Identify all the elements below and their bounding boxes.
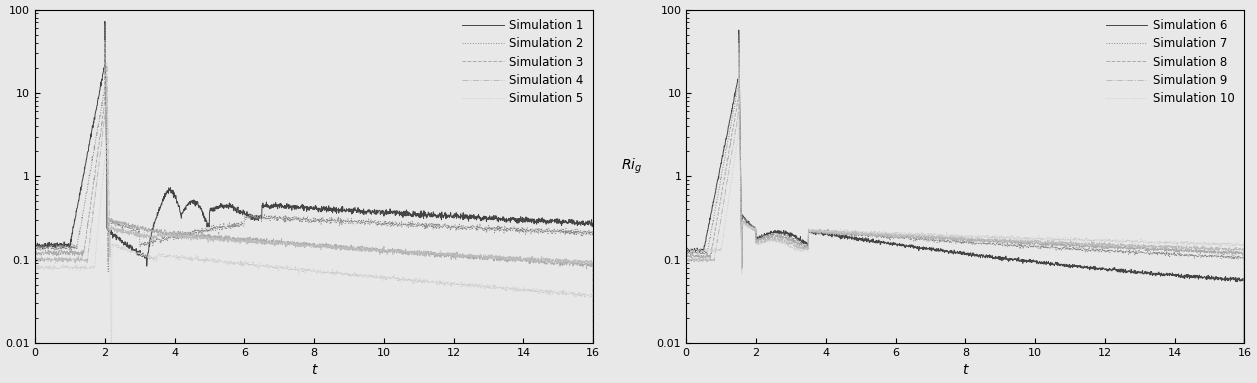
- Simulation 2: [571, 230, 586, 235]
- Simulation 2: [586, 231, 601, 235]
- Simulation 7: [732, 33, 747, 38]
- Legend: Simulation 6, Simulation 7, Simulation 8, Simulation 9, Simulation 10: Simulation 6, Simulation 7, Simulation 8…: [1102, 15, 1238, 109]
- Simulation 4: [57, 256, 72, 261]
- Simulation 9: [1221, 247, 1236, 252]
- Simulation 5: [28, 266, 43, 271]
- Line: Simulation 3: Simulation 3: [35, 41, 593, 383]
- Simulation 2: [299, 219, 314, 224]
- Simulation 3: [28, 250, 43, 254]
- Simulation 2: [285, 218, 300, 222]
- Simulation 7: [1119, 249, 1134, 254]
- Y-axis label: $Ri_{g}$: $Ri_{g}$: [621, 157, 642, 176]
- Simulation 3: [299, 243, 314, 248]
- Simulation 10: [732, 64, 747, 69]
- Simulation 6: [732, 28, 747, 32]
- Simulation 2: [101, 269, 116, 274]
- Simulation 4: [284, 239, 299, 244]
- Line: Simulation 2: Simulation 2: [35, 25, 593, 272]
- Simulation 10: [1221, 241, 1236, 246]
- Simulation 5: [299, 270, 314, 274]
- Simulation 10: [1119, 240, 1134, 245]
- Simulation 8: [732, 41, 747, 46]
- Simulation 9: [950, 236, 965, 241]
- Simulation 1: [569, 223, 585, 228]
- Simulation 10: [1221, 242, 1236, 246]
- Simulation 1: [299, 207, 314, 212]
- Simulation 8: [679, 253, 694, 257]
- Line: Simulation 4: Simulation 4: [35, 64, 593, 383]
- Simulation 1: [140, 264, 155, 268]
- X-axis label: t: t: [312, 363, 317, 377]
- Simulation 7: [950, 239, 965, 244]
- Simulation 3: [57, 251, 72, 256]
- Simulation 3: [284, 241, 299, 245]
- Simulation 5: [468, 282, 483, 286]
- Simulation 3: [468, 254, 483, 259]
- Simulation 2: [57, 244, 72, 248]
- Simulation 6: [950, 251, 965, 255]
- Simulation 7: [708, 208, 723, 213]
- Simulation 9: [1119, 244, 1134, 249]
- Simulation 6: [1221, 278, 1236, 283]
- Simulation 10: [679, 250, 694, 254]
- Simulation 8: [1221, 249, 1236, 254]
- Simulation 9: [679, 257, 694, 261]
- Legend: Simulation 1, Simulation 2, Simulation 3, Simulation 4, Simulation 5: Simulation 1, Simulation 2, Simulation 3…: [459, 15, 587, 109]
- X-axis label: t: t: [963, 363, 968, 377]
- Simulation 4: [569, 259, 585, 263]
- Simulation 7: [679, 252, 694, 257]
- Line: Simulation 9: Simulation 9: [686, 53, 1244, 383]
- Simulation 5: [99, 91, 114, 96]
- Simulation 8: [1221, 248, 1236, 253]
- Simulation 4: [99, 61, 114, 66]
- Simulation 4: [468, 254, 483, 259]
- Simulation 6: [935, 247, 950, 252]
- Simulation 2: [468, 225, 483, 229]
- Simulation 8: [950, 237, 965, 242]
- Line: Simulation 7: Simulation 7: [686, 35, 1244, 383]
- Line: Simulation 1: Simulation 1: [35, 21, 593, 266]
- Simulation 6: [708, 191, 723, 196]
- Line: Simulation 10: Simulation 10: [686, 67, 1244, 383]
- Simulation 5: [57, 264, 72, 269]
- Line: Simulation 8: Simulation 8: [686, 44, 1244, 383]
- Simulation 4: [299, 244, 314, 248]
- Line: Simulation 6: Simulation 6: [686, 30, 1244, 383]
- Simulation 9: [732, 51, 747, 55]
- Simulation 1: [57, 242, 72, 247]
- Simulation 3: [97, 38, 112, 43]
- Simulation 3: [569, 262, 585, 267]
- Simulation 4: [28, 259, 43, 264]
- Simulation 2: [28, 246, 43, 250]
- Simulation 5: [284, 266, 299, 271]
- Simulation 8: [935, 236, 950, 240]
- Simulation 9: [708, 250, 723, 255]
- Simulation 8: [1119, 246, 1134, 250]
- Simulation 10: [708, 249, 723, 254]
- Simulation 5: [569, 291, 585, 296]
- Simulation 1: [468, 214, 483, 219]
- Simulation 6: [1221, 277, 1236, 282]
- Simulation 9: [935, 235, 950, 239]
- Simulation 4: [569, 259, 585, 264]
- Simulation 1: [586, 223, 601, 227]
- Simulation 10: [935, 234, 950, 238]
- Simulation 6: [1119, 269, 1134, 273]
- Simulation 1: [97, 19, 112, 24]
- Line: Simulation 5: Simulation 5: [35, 93, 593, 383]
- Simulation 1: [285, 204, 300, 208]
- Simulation 8: [708, 230, 723, 234]
- Simulation 7: [935, 238, 950, 243]
- Simulation 1: [571, 221, 586, 225]
- Simulation 5: [569, 293, 585, 298]
- Simulation 7: [1221, 254, 1236, 259]
- Simulation 7: [1221, 256, 1236, 261]
- Simulation 6: [679, 249, 694, 253]
- Simulation 3: [569, 264, 585, 268]
- Simulation 2: [569, 231, 585, 235]
- Simulation 10: [950, 234, 965, 239]
- Simulation 2: [97, 23, 112, 27]
- Simulation 1: [28, 243, 43, 247]
- Simulation 9: [1221, 246, 1236, 251]
